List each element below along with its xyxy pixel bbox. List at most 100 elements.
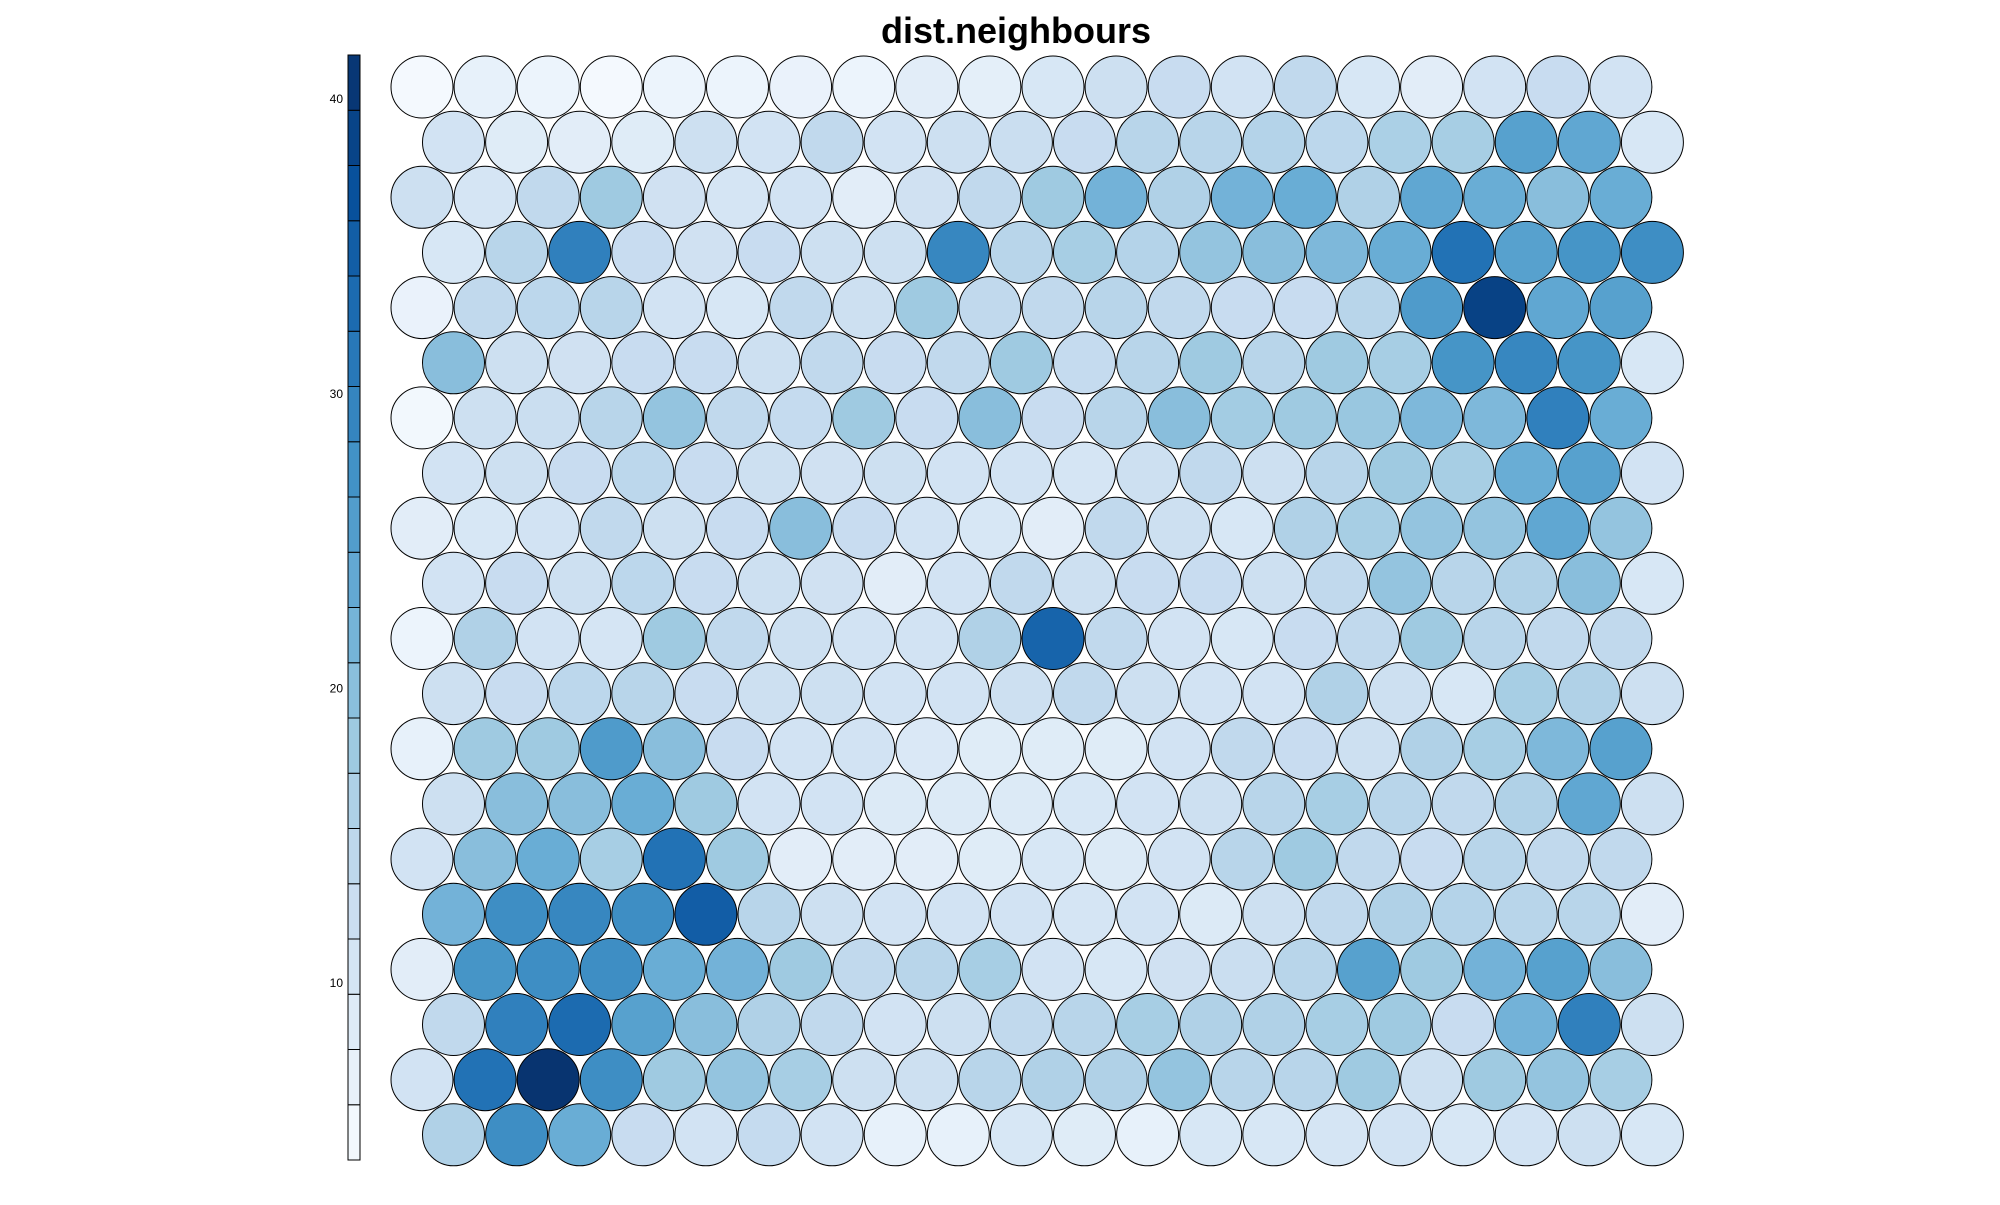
som-node-r8-c13 <box>1179 441 1243 505</box>
som-node-r10-c11 <box>1053 551 1116 615</box>
som-node-r10-c4 <box>611 551 675 615</box>
som-node-r20-c12 <box>1116 1103 1180 1167</box>
som-node-r17-c20 <box>1589 937 1653 1001</box>
som-node-r10-c16 <box>1368 551 1432 615</box>
som-node-r11-c10 <box>958 607 1022 670</box>
som-node-r3-c3 <box>516 165 580 229</box>
som-node-r3-c12 <box>1084 165 1148 229</box>
som-node-r6-c8 <box>863 331 927 395</box>
som-node-r2-c20 <box>1620 110 1684 174</box>
som-node-r18-c11 <box>1053 993 1116 1056</box>
som-node-r8-c19 <box>1557 441 1621 505</box>
som-node-r2-c19 <box>1557 110 1621 174</box>
som-node-r3-c16 <box>1337 165 1400 229</box>
som-node-r14-c5 <box>674 772 738 836</box>
som-node-r17-c2 <box>453 937 517 1001</box>
som-node-r8-c9 <box>926 441 990 505</box>
som-node-r10-c9 <box>926 551 990 615</box>
som-node-r16-c3 <box>548 882 612 946</box>
som-node-r11-c17 <box>1400 607 1464 670</box>
som-node-r5-c9 <box>895 276 959 340</box>
som-node-r11-c8 <box>832 607 896 670</box>
som-node-r16-c14 <box>1242 882 1306 946</box>
som-node-r7-c11 <box>1021 386 1085 450</box>
som-node-r15-c6 <box>706 827 769 891</box>
som-node-r5-c16 <box>1337 276 1400 340</box>
som-node-r16-c5 <box>674 882 738 946</box>
som-node-r16-c17 <box>1431 882 1495 946</box>
som-node-r18-c6 <box>737 993 801 1056</box>
som-node-r19-c8 <box>832 1048 896 1112</box>
som-node-r4-c5 <box>674 220 738 284</box>
som-node-r3-c6 <box>706 165 769 229</box>
som-node-r15-c5 <box>642 827 706 891</box>
colorbar-cell <box>347 54 361 111</box>
som-node-r8-c2 <box>485 441 549 505</box>
som-node-r9-c6 <box>706 496 769 560</box>
som-node-r6-c11 <box>1053 331 1116 395</box>
som-node-r19-c13 <box>1147 1048 1211 1112</box>
som-node-r20-c15 <box>1305 1103 1369 1167</box>
som-node-r4-c19 <box>1557 220 1621 284</box>
som-node-r1-c15 <box>1273 55 1337 119</box>
som-node-r17-c16 <box>1337 937 1400 1001</box>
som-node-r20-c16 <box>1368 1103 1432 1167</box>
som-node-r1-c3 <box>516 55 580 119</box>
som-node-r2-c13 <box>1179 110 1243 174</box>
som-node-r6-c15 <box>1305 331 1369 395</box>
som-node-r4-c8 <box>863 220 927 284</box>
som-node-r11-c12 <box>1084 607 1148 670</box>
som-node-r15-c9 <box>895 827 959 891</box>
som-node-r14-c2 <box>485 772 549 836</box>
chart-title: dist.neighbours <box>881 10 1151 51</box>
som-node-r11-c18 <box>1463 607 1527 670</box>
som-node-r1-c12 <box>1084 55 1148 119</box>
som-node-r4-c1 <box>422 220 485 284</box>
som-node-r13-c15 <box>1273 717 1337 781</box>
som-node-r17-c8 <box>832 937 896 1001</box>
som-node-r2-c3 <box>548 110 612 174</box>
som-node-r3-c17 <box>1400 165 1464 229</box>
colorbar-tick-label: 30 <box>330 387 344 401</box>
som-node-r12-c17 <box>1431 662 1495 726</box>
som-node-r14-c12 <box>1116 772 1180 836</box>
som-node-r4-c20 <box>1620 220 1684 284</box>
som-node-r12-c4 <box>611 662 675 726</box>
colorbar-cell <box>347 551 361 608</box>
som-node-r11-c1 <box>390 607 454 670</box>
som-node-r13-c7 <box>769 717 833 781</box>
som-node-r1-c11 <box>1021 55 1085 119</box>
som-node-r18-c7 <box>800 993 864 1056</box>
som-node-r12-c18 <box>1494 662 1558 726</box>
som-node-r9-c15 <box>1273 496 1337 560</box>
colorbar-cell <box>347 1049 361 1106</box>
som-node-r2-c10 <box>989 110 1053 174</box>
som-node-r13-c5 <box>642 717 706 781</box>
som-node-r12-c10 <box>989 662 1053 726</box>
colorbar-cell <box>347 993 361 1050</box>
som-node-r13-c4 <box>579 717 643 781</box>
som-node-r3-c18 <box>1463 165 1527 229</box>
som-node-r3-c9 <box>895 165 959 229</box>
som-node-r9-c9 <box>895 496 959 560</box>
colorbar-tick-label: 20 <box>330 682 344 696</box>
som-node-r4-c12 <box>1116 220 1180 284</box>
som-node-r18-c18 <box>1494 993 1558 1056</box>
som-node-r18-c10 <box>989 993 1053 1056</box>
som-node-r15-c18 <box>1463 827 1527 891</box>
som-node-r17-c4 <box>579 937 643 1001</box>
som-node-r17-c10 <box>958 937 1022 1001</box>
colorbar-cell <box>347 1104 361 1161</box>
som-node-r14-c20 <box>1620 772 1684 836</box>
som-node-r14-c17 <box>1431 772 1495 836</box>
colorbar-cell <box>347 441 361 498</box>
som-node-r8-c4 <box>611 441 675 505</box>
som-node-r8-c14 <box>1242 441 1306 505</box>
som-node-r16-c19 <box>1557 882 1621 946</box>
som-node-r17-c6 <box>706 937 769 1001</box>
som-node-r10-c2 <box>485 551 549 615</box>
som-node-r6-c10 <box>989 331 1053 395</box>
som-node-r4-c14 <box>1242 220 1306 284</box>
som-node-r4-c11 <box>1053 220 1116 284</box>
som-node-r5-c20 <box>1589 276 1653 340</box>
